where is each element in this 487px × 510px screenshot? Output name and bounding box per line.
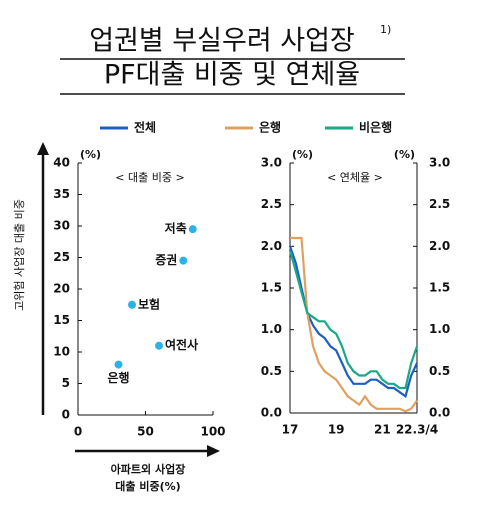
point-label: 보험 bbox=[138, 296, 160, 311]
subtitle: < 연체율 > bbox=[327, 171, 383, 184]
y-unit: (%) bbox=[292, 148, 313, 161]
line-series bbox=[290, 236, 418, 413]
y-tick-label: 0.0 bbox=[261, 406, 282, 420]
point bbox=[179, 256, 188, 265]
point bbox=[155, 341, 163, 350]
x-tick-label: 17 bbox=[282, 423, 299, 437]
subtitle: < 대출 비중 > bbox=[115, 171, 184, 184]
y-tick-label: 10 bbox=[53, 345, 70, 359]
point-label: 증권 bbox=[155, 253, 177, 267]
point-label: 은행 bbox=[107, 370, 129, 385]
y2-tick-label: 0.0 bbox=[429, 406, 450, 420]
y-tick-label: 35 bbox=[53, 187, 70, 201]
y-unit: (%) bbox=[80, 148, 101, 161]
point bbox=[114, 360, 123, 369]
title-note: 1) bbox=[380, 23, 391, 36]
title-line2: PF대출 비중 및 연체율 bbox=[104, 60, 360, 91]
y-tick-label: 30 bbox=[53, 219, 70, 233]
arrow-head bbox=[37, 142, 49, 155]
y-tick-label: 0.5 bbox=[261, 364, 282, 378]
y-tick-label: 0 bbox=[62, 408, 70, 422]
legend-label: 비은행 bbox=[359, 120, 392, 135]
y-tick-label: 1.0 bbox=[261, 322, 282, 336]
y-tick-label: 20 bbox=[53, 282, 70, 296]
y2-unit: (%) bbox=[394, 148, 415, 161]
y-tick-label: 25 bbox=[53, 250, 70, 264]
point-label: 저축 bbox=[165, 221, 187, 236]
line-series bbox=[288, 250, 419, 390]
y2-tick-label: 2.5 bbox=[429, 197, 450, 211]
y-tick-label: 2.0 bbox=[261, 239, 282, 253]
x-axis-label: 아파트외 사업장 bbox=[111, 462, 186, 476]
y-tick-label: 3.0 bbox=[261, 156, 282, 170]
point bbox=[128, 300, 136, 309]
x-tick-label: 21 bbox=[374, 423, 391, 437]
y-tick-label: 40 bbox=[53, 156, 70, 170]
x-tick-label: 19 bbox=[328, 423, 345, 437]
y-axis-label: 고위험 사업장 대출 비중 bbox=[13, 199, 26, 311]
point-label: 여전사 bbox=[165, 337, 198, 352]
x-tick-label: 50 bbox=[137, 425, 154, 439]
y-tick-label: 15 bbox=[53, 313, 70, 327]
arrow-head bbox=[207, 445, 220, 457]
y2-tick-label: 0.5 bbox=[429, 364, 450, 378]
line-series bbox=[288, 245, 418, 399]
y-tick-label: 2.5 bbox=[261, 197, 282, 211]
y2-tick-label: 3.0 bbox=[429, 156, 450, 170]
legend-label: 은행 bbox=[259, 120, 281, 135]
x-tick-label: 0 bbox=[74, 425, 82, 439]
y2-tick-label: 1.5 bbox=[429, 281, 450, 295]
x-tick-label: 22.3/4 bbox=[396, 423, 438, 437]
x-tick-label: 100 bbox=[200, 425, 225, 439]
point bbox=[188, 225, 197, 234]
title-line1: 업권별 부실우려 사업장 bbox=[89, 26, 355, 57]
y2-tick-label: 1.0 bbox=[429, 322, 450, 336]
y-tick-label: 1.5 bbox=[261, 281, 282, 295]
legend-label: 전체 bbox=[134, 120, 156, 135]
y-tick-label: 5 bbox=[62, 376, 70, 390]
x-axis-label: 대출 비중(%) bbox=[115, 479, 180, 493]
y2-tick-label: 2.0 bbox=[429, 239, 450, 253]
